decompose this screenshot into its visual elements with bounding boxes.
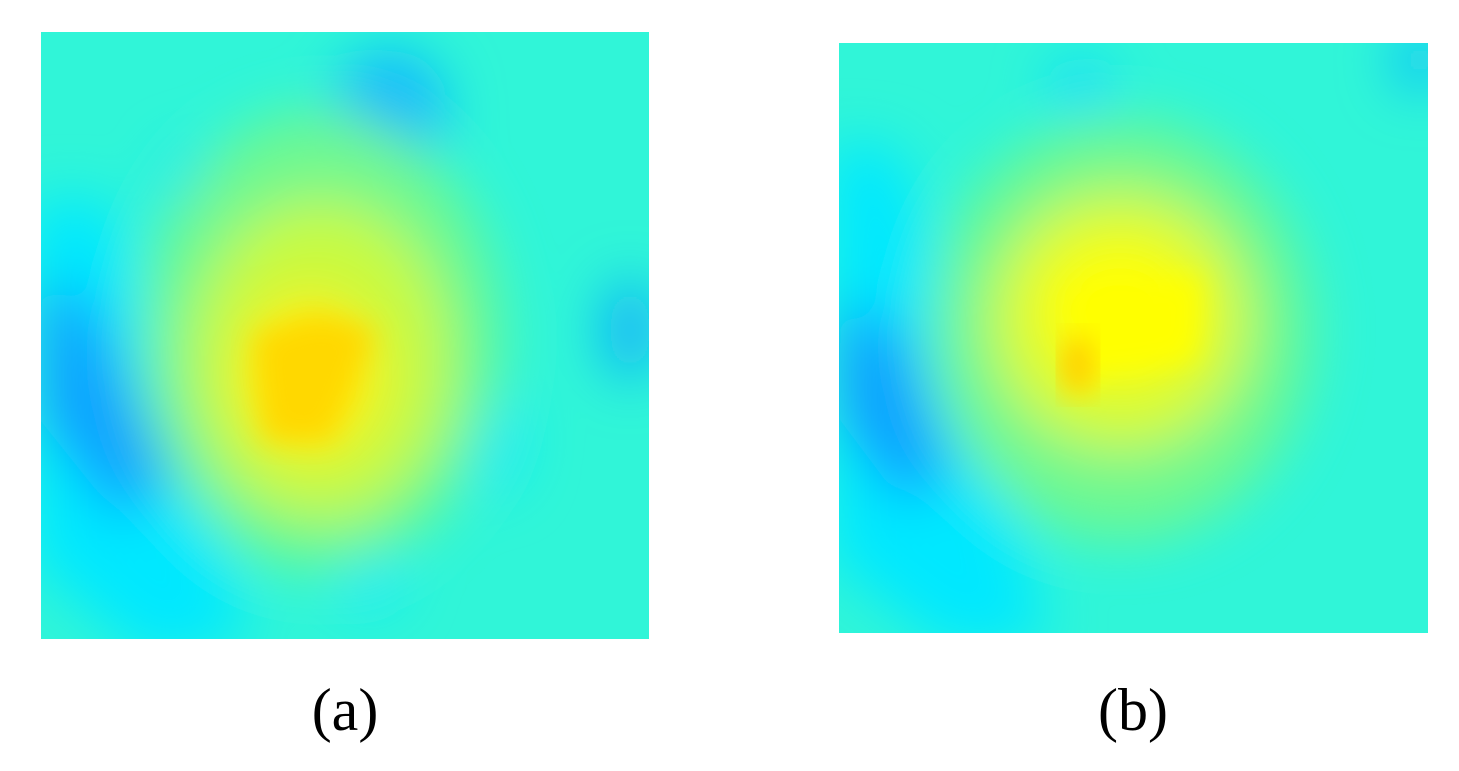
heatmap-b [839, 43, 1428, 633]
panel-label: (b) [1098, 677, 1168, 743]
heatmap-a [41, 32, 649, 639]
panel-label: (a) [312, 677, 379, 743]
